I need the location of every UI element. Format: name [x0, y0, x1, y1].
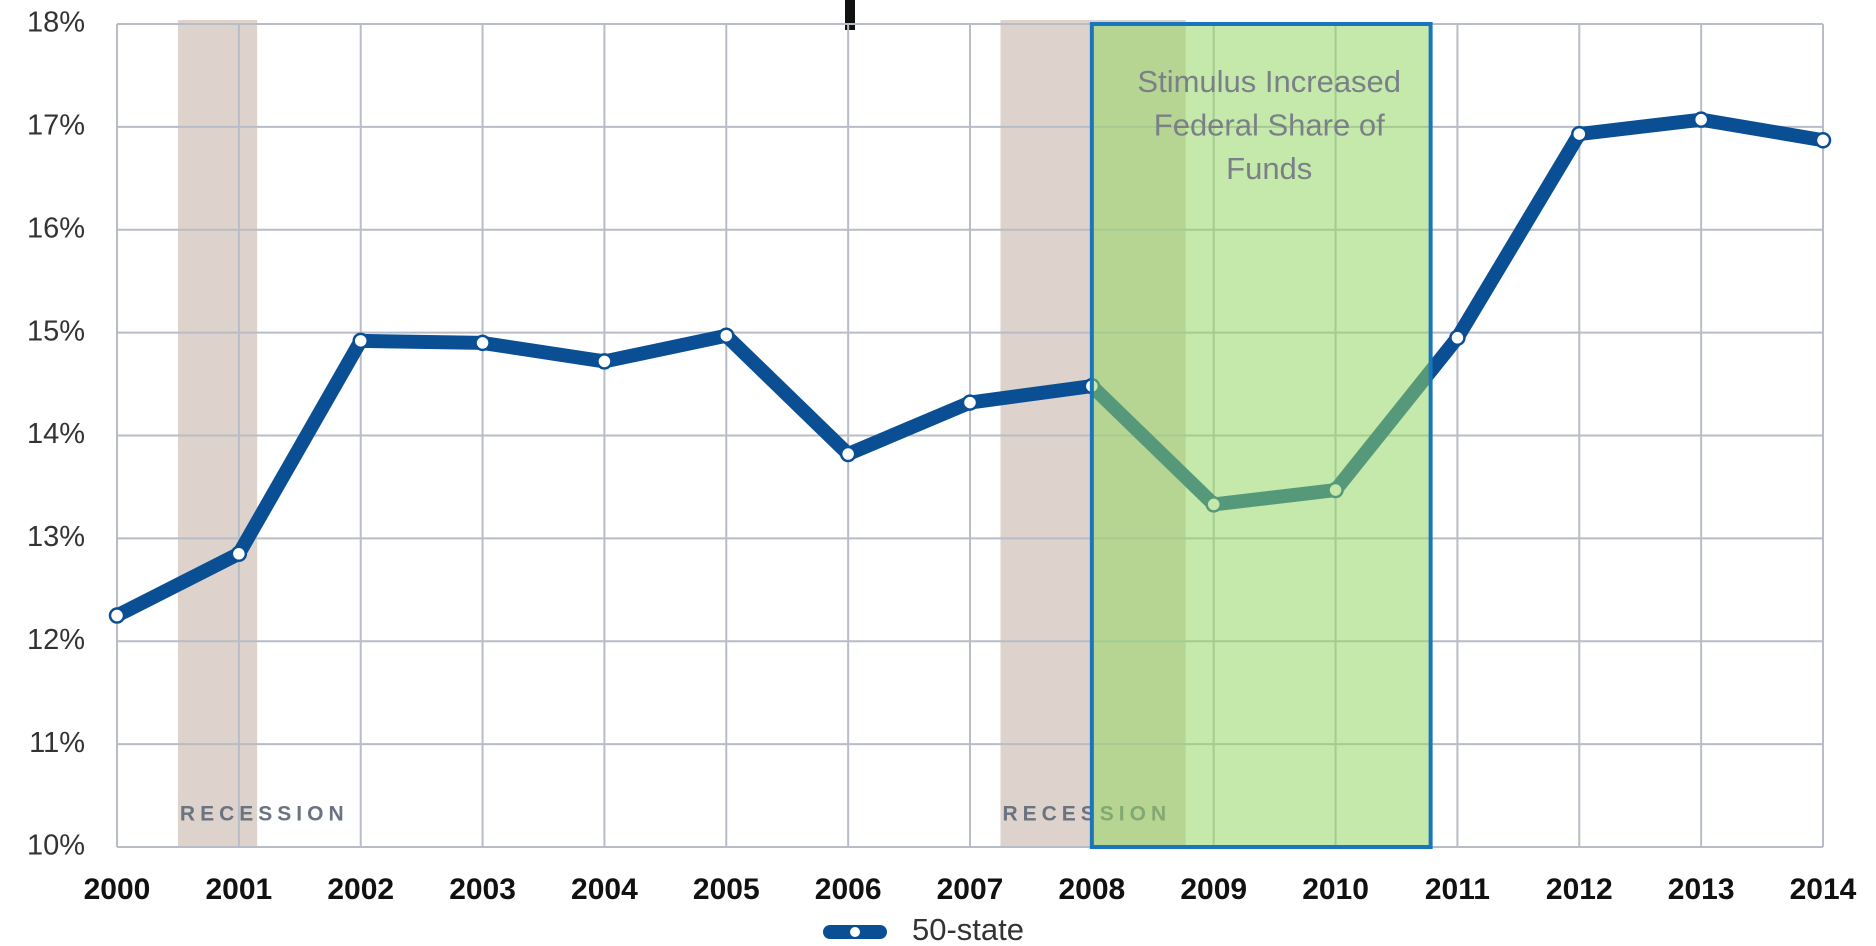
- stimulus-box: [1089, 22, 1433, 849]
- data-point: [1571, 125, 1588, 143]
- x-tick-label: 2012: [1546, 873, 1613, 906]
- x-tick-label: 2000: [84, 873, 151, 906]
- x-tick-label: 2002: [327, 873, 394, 906]
- recession-band: [177, 20, 258, 847]
- data-point: [596, 353, 613, 370]
- x-tick-label: 2011: [1425, 873, 1490, 906]
- x-tick-label: 2008: [1058, 873, 1125, 906]
- annotation: Federal Share of: [1154, 108, 1385, 143]
- data-point: [108, 607, 126, 624]
- recession-label: RECESSION: [180, 803, 349, 826]
- x-tick-label: 2007: [937, 873, 1004, 906]
- y-tick-label: 18%: [27, 7, 85, 39]
- data-point: [1814, 131, 1832, 149]
- y-tick-label: 17%: [27, 110, 85, 142]
- data-point: [1692, 111, 1710, 128]
- y-tick-label: 12%: [27, 624, 85, 656]
- annotation: Funds: [1226, 151, 1312, 186]
- legend-marker: [848, 925, 862, 939]
- data-point: [352, 332, 369, 350]
- y-tick-label: 16%: [27, 212, 85, 244]
- y-tick-label: 15%: [27, 315, 85, 347]
- data-point: [230, 545, 248, 563]
- data-point: [718, 327, 735, 344]
- x-tick-label: 2009: [1180, 873, 1247, 906]
- y-tick-label: 13%: [27, 521, 85, 553]
- data-point: [1449, 329, 1466, 347]
- x-tick-label: 2014: [1790, 873, 1857, 906]
- x-tick-label: 2006: [815, 873, 882, 906]
- data-point: [961, 394, 979, 411]
- x-tick-label: 2005: [693, 873, 760, 906]
- x-tick-label: 2003: [449, 873, 516, 906]
- data-point: [839, 445, 857, 463]
- legend-label: 50-state: [912, 912, 1024, 946]
- x-tick-label: 2010: [1302, 873, 1369, 906]
- y-tick-label: 14%: [27, 418, 85, 450]
- annotation: Stimulus Increased: [1137, 64, 1401, 99]
- x-tick-label: 2001: [205, 873, 272, 906]
- x-tick-label: 2004: [571, 873, 638, 906]
- y-tick-label: 10%: [27, 830, 85, 862]
- data-point: [474, 334, 491, 352]
- title-fragment: [845, 0, 855, 30]
- x-tick-label: 2013: [1668, 873, 1735, 906]
- y-tick-label: 11%: [29, 727, 85, 759]
